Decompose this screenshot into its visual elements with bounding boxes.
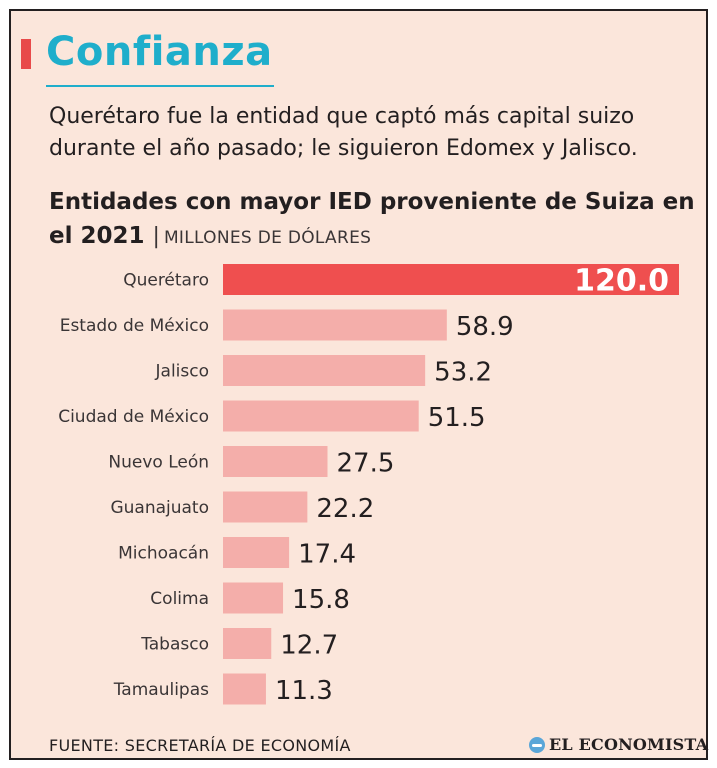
- infographic-frame: Confianza Querétaro fue la entidad que c…: [9, 9, 708, 760]
- category-label-3: Ciudad de México: [58, 407, 209, 427]
- bar-3: [223, 400, 419, 432]
- category-label-1: Estado de México: [60, 316, 209, 336]
- value-label-4: 27.5: [337, 449, 395, 479]
- value-label-6: 17.4: [298, 540, 356, 570]
- section-title: Confianza: [46, 29, 273, 75]
- bar-9: [223, 673, 266, 705]
- chart-title-text: Entidades con mayor IED proveniente de S…: [49, 189, 695, 249]
- value-label-1: 58.9: [456, 312, 514, 342]
- category-label-8: Tabasco: [140, 635, 209, 655]
- bar-chart: Querétaro 120.0 Estado de México 58.9 Jalisc…: [58, 264, 679, 706]
- value-label-5: 22.2: [316, 494, 374, 524]
- value-label-9: 11.3: [275, 676, 333, 706]
- bar-7: [223, 582, 284, 614]
- category-label-6: Michoacán: [118, 544, 209, 564]
- accent-bar: [21, 39, 31, 69]
- brand-name: EL ECONOMISTA: [549, 735, 709, 754]
- category-label-7: Colima: [150, 589, 209, 609]
- chart-title: Entidades con mayor IED proveniente de S…: [49, 185, 699, 255]
- category-label-0: Querétaro: [123, 271, 209, 291]
- title-separator: |: [152, 224, 160, 249]
- value-label-7: 15.8: [292, 585, 350, 615]
- category-label-9: Tamaulipas: [113, 680, 209, 700]
- value-label-3: 51.5: [428, 403, 486, 433]
- bar-1: [223, 309, 447, 341]
- brand-icon: [529, 736, 545, 753]
- bar-5: [223, 491, 308, 523]
- category-label-2: Jalisco: [155, 362, 209, 382]
- title-underline: [46, 85, 274, 87]
- value-label-8: 12.7: [280, 631, 338, 661]
- value-label-2: 53.2: [434, 358, 492, 388]
- category-label-5: Guanajuato: [110, 498, 209, 518]
- bar-6: [223, 537, 290, 568]
- bar-4: [223, 446, 328, 477]
- value-label-0: 120.0: [574, 264, 669, 299]
- chart-unit-label: MILLONES DE DÓLARES: [163, 228, 372, 248]
- source-note: FUENTE: SECRETARÍA DE ECONOMÍA: [49, 736, 351, 755]
- category-label-4: Nuevo León: [108, 453, 209, 473]
- bar-2: [223, 355, 426, 386]
- subtitle: Querétaro fue la entidad que captó más c…: [49, 104, 638, 161]
- brand-logo: EL ECONOMISTA: [529, 735, 708, 754]
- bar-0: [223, 264, 679, 295]
- bar-8: [223, 628, 272, 659]
